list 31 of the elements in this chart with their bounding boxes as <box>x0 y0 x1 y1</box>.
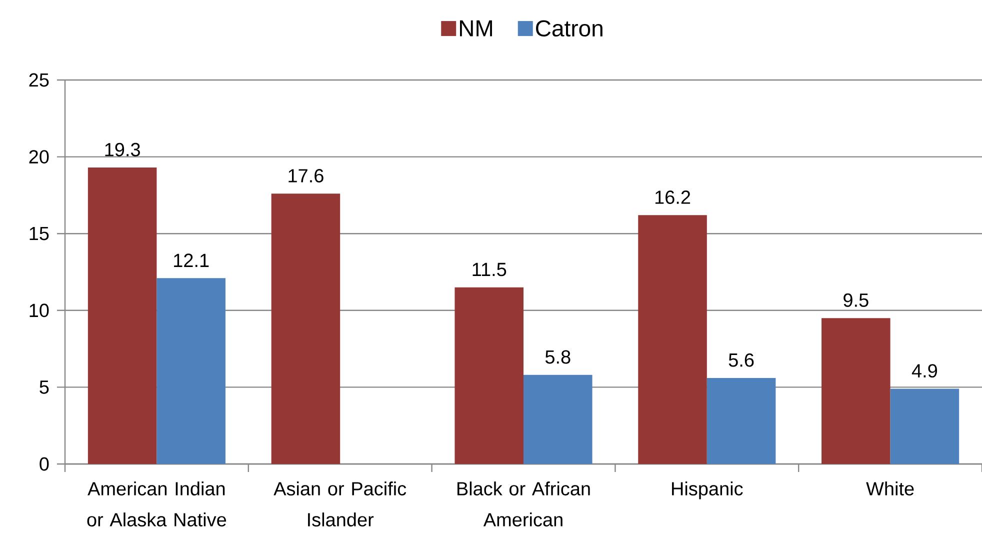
bar <box>524 374 592 464</box>
data-label: 17.6 <box>288 169 324 182</box>
legend-label: NM <box>460 20 492 36</box>
y-tick-label: 15 <box>30 226 49 240</box>
legend-label: Catron <box>536 20 602 37</box>
y-tick-label: 0 <box>40 457 49 471</box>
y-tick-label: 25 <box>29 73 49 87</box>
x-tick-label: Hispanic <box>672 482 743 500</box>
data-label: 19.3 <box>105 142 140 156</box>
data-label: 9.5 <box>844 293 868 307</box>
bar <box>271 194 340 464</box>
x-tick-label: Black or African American <box>457 482 590 526</box>
bar <box>638 215 707 464</box>
bar <box>88 168 157 464</box>
data-label: 11.5 <box>472 262 506 276</box>
y-tick-label: 20 <box>29 150 49 164</box>
x-tick-label: Asian or Pacific Islander <box>274 482 406 526</box>
data-label: 12.1 <box>174 254 209 267</box>
data-label: 5.8 <box>545 350 570 364</box>
bar <box>454 287 524 464</box>
bar <box>822 318 890 464</box>
bar <box>890 388 960 464</box>
x-tick-label: American Indian or Alaska Native <box>87 482 226 526</box>
data-label: 4.9 <box>912 364 938 378</box>
y-tick-label: 10 <box>30 304 49 318</box>
bar <box>706 378 776 464</box>
data-label: 16.2 <box>655 190 690 204</box>
bar <box>156 278 226 464</box>
x-tick-label: White <box>866 482 914 496</box>
data-label: 5.6 <box>728 353 754 367</box>
y-tick-label: 5 <box>40 380 49 394</box>
